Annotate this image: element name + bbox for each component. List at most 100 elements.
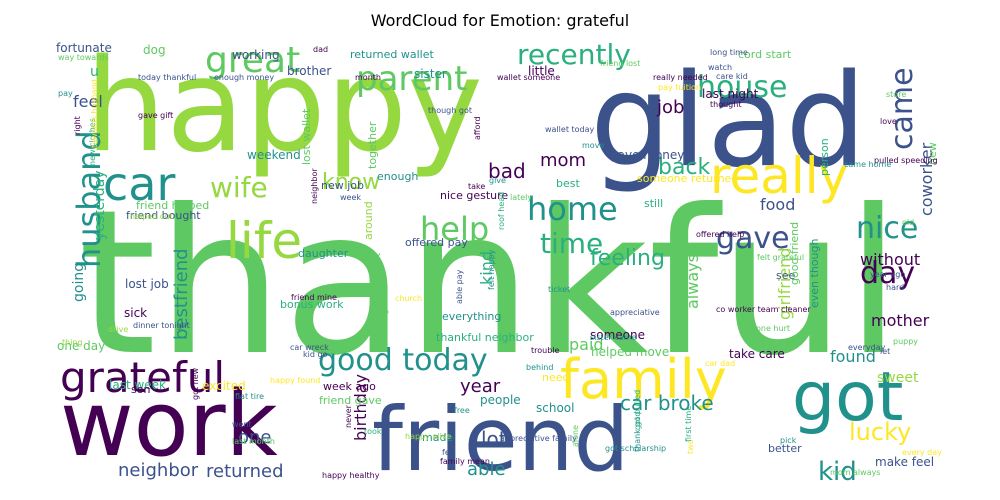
word-alone: alone (571, 425, 580, 447)
word-car: car (103, 157, 175, 211)
word-take-care: take care (729, 347, 785, 361)
word-take: take (468, 182, 485, 191)
chart-title: WordCloud for Emotion: grateful (370, 11, 630, 30)
word-came: came (885, 67, 920, 150)
word-help: help (420, 210, 489, 248)
word-drive: drive (108, 325, 128, 334)
word-bad: bad (488, 159, 526, 183)
word-recently: recently (517, 38, 631, 71)
word-afford: afford (473, 116, 482, 140)
word-free: free (454, 406, 470, 415)
word-right: right (73, 116, 82, 135)
word-work: work (60, 372, 278, 477)
word-wallet-someone: wallet someone (497, 73, 560, 82)
word-college: college (380, 304, 389, 333)
word-helped-out: helped out (130, 212, 173, 221)
word-roof-head: roof head (497, 192, 506, 230)
word-car-wreck: car wreck (290, 343, 329, 352)
word-new-clothes: new clothes (88, 118, 97, 166)
word-fortunate: fortunate (56, 41, 112, 55)
word-one-hurt: one hurt (756, 324, 790, 333)
word-feeling: feeling (590, 246, 665, 271)
word-move: move (582, 141, 604, 150)
word-towards-husband: towards husband (90, 79, 99, 148)
word-better: better (768, 442, 802, 455)
word-behind: behind (526, 363, 553, 372)
word-flat-tire: flat tire (235, 392, 264, 401)
word-long-time: long time (710, 48, 748, 57)
word-able: able (467, 459, 506, 480)
word-parent: parent (356, 59, 467, 99)
word-thankful-neighbor: thankful neighbor (436, 331, 534, 344)
word-helped-move: helped move (591, 345, 669, 359)
word-though-got: though got (428, 106, 472, 115)
word-got-new: got new (191, 367, 200, 400)
word-always: always (683, 254, 702, 309)
word-excited: excited (202, 379, 246, 393)
word-know: know (322, 170, 380, 195)
word-nice: nice (856, 211, 918, 246)
word-lost-job: lost job (125, 277, 169, 291)
word-dinner-tonight: dinner tonight (133, 321, 190, 330)
word-mother: mother (871, 311, 930, 330)
word-dog: dog (143, 43, 166, 57)
word-house: house (697, 70, 787, 105)
word-car-dad: car dad (705, 359, 735, 368)
word-made: made (422, 431, 453, 444)
word-new-job: new job (321, 179, 364, 192)
word-without: without (860, 250, 920, 269)
word-two: two (686, 439, 695, 454)
word-last-week: last week (109, 378, 166, 392)
word-friend-gave: friend gave (319, 394, 382, 407)
word-son: son (131, 383, 150, 396)
word-offered-help: offered help (696, 230, 744, 239)
word-give: give (489, 176, 506, 185)
word-still: still (644, 197, 663, 210)
word-year: year (460, 376, 501, 397)
word-lucky: lucky (849, 418, 911, 446)
word-got: got (792, 358, 903, 437)
word-let: let (880, 347, 890, 356)
word-appreciative: appreciative (610, 308, 660, 317)
word-friend-bought: friend bought (126, 209, 201, 222)
word-around: around (362, 201, 375, 240)
word-felt: felt (442, 448, 455, 457)
word-went: went (232, 420, 252, 429)
word-week: week (340, 193, 361, 202)
word-going: going (71, 263, 87, 302)
word-working: working (232, 48, 280, 62)
word-time: time (540, 227, 603, 260)
word-neighbor: neighbor (118, 460, 199, 481)
word-husband: husband (70, 130, 108, 268)
word-someone-returned: someone returned (637, 172, 738, 185)
word-people: people (480, 393, 521, 407)
word-cord-start: cord start (738, 48, 792, 61)
word-grateful: grateful (60, 353, 225, 402)
word-wife: wife (210, 171, 268, 204)
word-got-scholarship: got scholarship (605, 444, 666, 453)
word-food: food (760, 195, 795, 214)
word-make-feel: make feel (875, 455, 934, 469)
word-really-needed: really needed (653, 73, 708, 82)
word-co-worker-team-cleaner: co worker team cleaner (716, 305, 811, 314)
word-felt-happy: felt happy (487, 249, 496, 290)
word-nice-gesture: nice gesture (440, 189, 508, 202)
word-best: best (556, 177, 580, 190)
word-family-mean: family mean (440, 457, 490, 466)
word-car-broke: car broke (620, 391, 714, 415)
word-friend-lost: friend lost (600, 59, 640, 68)
word-person: person (818, 138, 831, 176)
word-glad: glad (590, 47, 867, 196)
word-pulled-speeding: pulled speeding (874, 156, 938, 165)
word-felt-grateful: felt grateful (757, 253, 804, 262)
word-kid: kid (818, 457, 857, 487)
word-week-ago: week ago (323, 380, 376, 393)
word-puppy: puppy (893, 337, 918, 346)
word-dad: dad (313, 45, 328, 54)
word-bestfriend: bestfriend (171, 248, 192, 340)
word-daughter: daughter (298, 247, 349, 260)
word-came-home: came home (844, 160, 891, 169)
word-never: never (344, 404, 353, 428)
word-gave-gift: gave gift (138, 111, 173, 120)
